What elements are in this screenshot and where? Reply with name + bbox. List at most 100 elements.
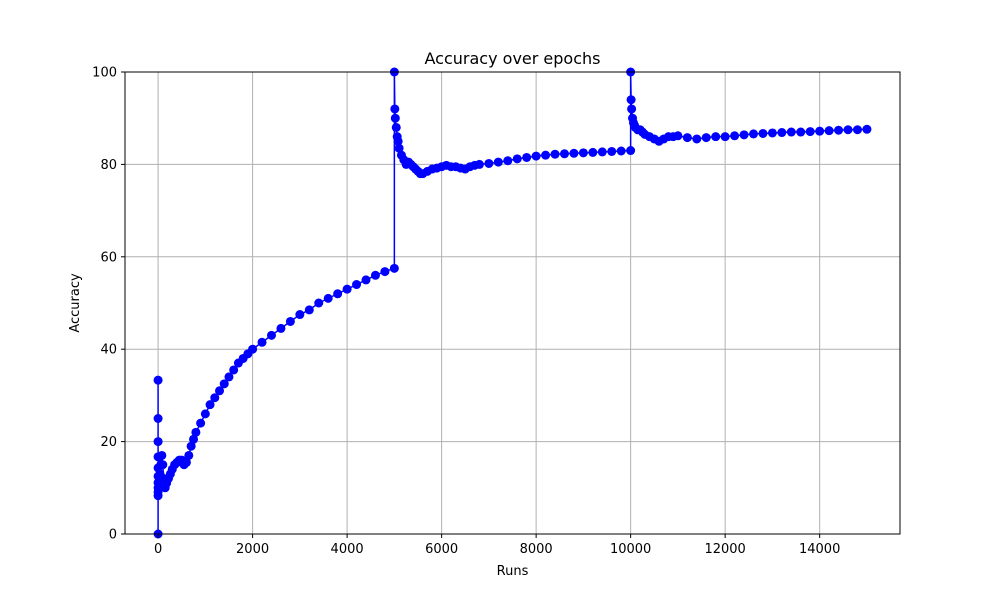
data-point <box>701 133 711 143</box>
x-tick-label: 0 <box>154 542 162 557</box>
data-point <box>824 126 834 136</box>
data-point <box>550 149 560 159</box>
data-point <box>205 400 215 410</box>
data-point <box>578 148 588 158</box>
data-point <box>380 267 390 277</box>
data-point <box>786 127 796 137</box>
data-point <box>559 149 569 159</box>
data-point <box>673 131 683 141</box>
data-point <box>711 132 721 142</box>
data-point <box>342 284 352 294</box>
data-point <box>588 147 598 157</box>
y-tick-label: 60 <box>100 250 117 265</box>
data-point <box>531 151 541 161</box>
data-point <box>682 133 692 143</box>
data-point <box>157 450 167 460</box>
data-point <box>805 127 815 137</box>
data-point <box>597 147 607 157</box>
data-point <box>389 263 399 273</box>
data-point <box>391 122 401 132</box>
data-point <box>607 146 617 156</box>
data-point <box>541 150 551 160</box>
x-tick-label: 14000 <box>799 542 840 557</box>
data-point <box>767 128 777 138</box>
data-point <box>219 379 229 389</box>
data-point <box>370 270 380 280</box>
data-point <box>323 293 333 303</box>
data-point <box>276 323 286 333</box>
data-point <box>200 409 210 419</box>
data-point <box>474 159 484 169</box>
data-point <box>569 148 579 158</box>
data-point <box>834 125 844 135</box>
data-point <box>304 305 314 315</box>
data-point <box>158 460 168 470</box>
data-point <box>153 414 163 423</box>
data-point <box>295 310 305 320</box>
data-point <box>191 427 201 437</box>
data-point <box>257 337 267 347</box>
data-point <box>248 344 258 354</box>
x-tick-label: 6000 <box>425 542 458 557</box>
data-point <box>616 146 626 156</box>
data-point <box>196 418 206 428</box>
data-point <box>730 131 740 141</box>
data-point <box>626 95 636 105</box>
plot-frame <box>124 71 901 535</box>
data-point <box>186 441 196 451</box>
data-point <box>393 136 403 146</box>
data-point <box>852 125 862 135</box>
data-point <box>266 330 276 340</box>
x-tick-label: 12000 <box>704 542 745 557</box>
chart-title: Accuracy over epochs <box>425 49 601 68</box>
x-tick-label: 2000 <box>236 542 269 557</box>
y-tick-label: 0 <box>109 528 117 543</box>
y-tick-label: 80 <box>100 158 117 173</box>
series-line <box>153 67 872 539</box>
data-point <box>692 134 702 144</box>
data-point <box>758 128 768 138</box>
data-point <box>394 143 404 153</box>
data-point <box>749 129 759 139</box>
y-axis-label: Accuracy <box>68 273 83 333</box>
data-point <box>862 124 872 134</box>
data-point <box>210 393 220 403</box>
x-tick-label: 10000 <box>610 542 651 557</box>
axis-ticks: 0 2000 4000 6000 8000 10000 12000 14000 0 20 40 60 8… <box>92 66 840 558</box>
y-tick-label: 20 <box>100 435 117 450</box>
data-point <box>352 280 362 290</box>
data-point <box>229 365 239 375</box>
data-point <box>493 157 503 167</box>
data-point <box>503 156 513 166</box>
data-point <box>215 386 225 396</box>
y-tick-label: 40 <box>100 343 117 358</box>
data-point <box>720 132 730 142</box>
data-point <box>626 146 636 156</box>
data-point <box>512 154 522 164</box>
y-tick-label: 100 <box>92 66 117 81</box>
data-point <box>361 275 371 285</box>
data-point <box>314 298 324 308</box>
data-point <box>739 130 749 140</box>
x-tick-label: 8000 <box>520 542 553 557</box>
data-point <box>390 104 400 114</box>
data-point <box>333 289 343 299</box>
data-point <box>522 152 532 162</box>
data-point <box>153 437 163 447</box>
data-point <box>390 113 400 123</box>
data-point <box>154 483 164 493</box>
data-point <box>843 125 853 135</box>
data-point <box>285 316 295 326</box>
data-point <box>484 158 494 168</box>
data-point <box>224 372 234 382</box>
data-point <box>627 104 637 114</box>
x-axis-label: Runs <box>497 564 529 579</box>
x-tick-label: 4000 <box>331 542 364 557</box>
data-point <box>777 128 787 138</box>
data-point <box>153 491 163 501</box>
data-point <box>815 126 825 136</box>
data-point <box>184 450 194 460</box>
